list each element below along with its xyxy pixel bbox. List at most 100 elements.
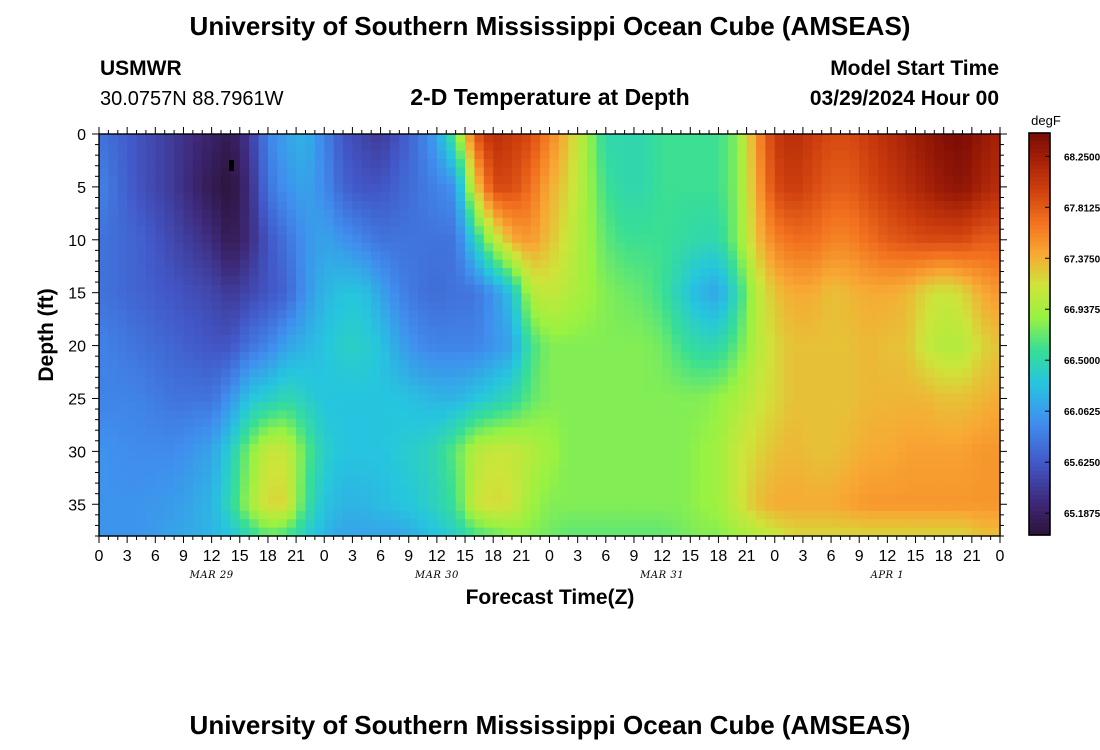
heatmap-cell [643, 134, 654, 143]
heatmap-cell [558, 234, 569, 244]
heatmap-cell [877, 494, 888, 504]
heatmap-cell [296, 268, 307, 277]
heatmap-cell [324, 284, 335, 294]
heatmap-cell [371, 201, 382, 210]
heatmap-cell [296, 259, 307, 269]
heatmap-cell [230, 276, 241, 286]
heatmap-cell [577, 435, 588, 445]
heatmap-cell [737, 159, 748, 169]
heatmap-cell [183, 469, 194, 478]
heatmap-cell [371, 268, 382, 277]
heatmap-cell [840, 159, 851, 169]
heatmap-cell [521, 418, 532, 428]
y-axis-label: Depth (ft) [35, 288, 58, 381]
heatmap-cell [361, 259, 372, 269]
heatmap-cell [709, 376, 720, 386]
heatmap-cell [718, 418, 729, 428]
heatmap-cell [831, 527, 842, 537]
heatmap-cell [577, 393, 588, 403]
heatmap-cell [389, 335, 400, 344]
heatmap-cell [145, 402, 156, 411]
x-tick-label: 21 [512, 548, 530, 565]
heatmap-cell [840, 427, 851, 437]
heatmap-cell [324, 460, 335, 470]
heatmap-cell [793, 443, 804, 453]
heatmap-cell [737, 175, 748, 185]
heatmap-cell [239, 251, 250, 261]
heatmap-cell [633, 368, 644, 378]
heatmap-cell [483, 284, 494, 294]
heatmap-cell [633, 318, 644, 328]
heatmap-cell [615, 427, 626, 437]
heatmap-cell [530, 301, 541, 311]
heatmap-cell [727, 502, 738, 512]
heatmap-cell [136, 242, 147, 252]
heatmap-cell [324, 360, 335, 370]
heatmap-cell [427, 284, 438, 294]
heatmap-cell [934, 510, 945, 520]
heatmap-cell [802, 318, 813, 328]
heatmap-cell [174, 301, 185, 311]
heatmap-cell [727, 469, 738, 478]
heatmap-cell [221, 435, 231, 445]
heatmap-cell [943, 376, 954, 386]
heatmap-cell [117, 301, 128, 311]
heatmap-cell [361, 469, 372, 478]
heatmap-cell [662, 351, 673, 361]
heatmap-cell [784, 301, 795, 311]
heatmap-cell [859, 452, 870, 462]
heatmap-cell [718, 502, 729, 512]
heatmap-cell [746, 251, 757, 261]
heatmap-cell [633, 452, 644, 462]
heatmap-cell [718, 494, 729, 504]
heatmap-cell [286, 435, 297, 445]
heatmap-cell [389, 452, 400, 462]
heatmap-cell [793, 268, 804, 277]
heatmap-cell [896, 150, 907, 160]
heatmap-cell [558, 134, 569, 143]
heatmap-cell [108, 259, 119, 269]
heatmap-cell [746, 301, 757, 311]
heatmap-cell [774, 343, 785, 353]
heatmap-cell [399, 226, 410, 236]
heatmap-cell [361, 134, 372, 143]
heatmap-cell [896, 142, 907, 152]
heatmap-cell [221, 293, 231, 303]
heatmap-cell [361, 150, 372, 160]
heatmap-cell [296, 284, 307, 294]
heatmap-cell [361, 435, 372, 445]
heatmap-cell [136, 351, 147, 361]
heatmap-cell [418, 477, 429, 487]
heatmap-cell [981, 142, 992, 152]
heatmap-cell [765, 284, 776, 294]
heatmap-cell [343, 368, 354, 378]
heatmap-cell [249, 435, 260, 445]
heatmap-cell [633, 410, 644, 420]
heatmap-cell [971, 159, 982, 169]
heatmap-cell [812, 167, 823, 177]
heatmap-cell [286, 418, 297, 428]
heatmap-cell [784, 259, 795, 269]
heatmap-cell [568, 418, 579, 428]
heatmap-cell [849, 234, 860, 244]
heatmap-cell [155, 309, 166, 319]
heatmap-cell [896, 402, 907, 411]
heatmap-cell [868, 268, 879, 277]
colorbar-swatch [1029, 217, 1050, 223]
heatmap-cell [558, 159, 569, 169]
heatmap-cell [840, 309, 851, 319]
heatmap-cell [258, 184, 269, 194]
heatmap-cell [671, 259, 682, 269]
heatmap-cell [624, 385, 635, 395]
heatmap-cell [587, 343, 598, 353]
heatmap-cell [249, 402, 260, 411]
heatmap-cell [934, 259, 945, 269]
heatmap-cell [192, 393, 203, 403]
heatmap-cell [530, 485, 541, 495]
heatmap-cell [446, 418, 457, 428]
heatmap-cell [296, 527, 307, 537]
heatmap-cell [202, 276, 213, 286]
heatmap-cell [164, 226, 175, 236]
heatmap-cell [371, 510, 382, 520]
